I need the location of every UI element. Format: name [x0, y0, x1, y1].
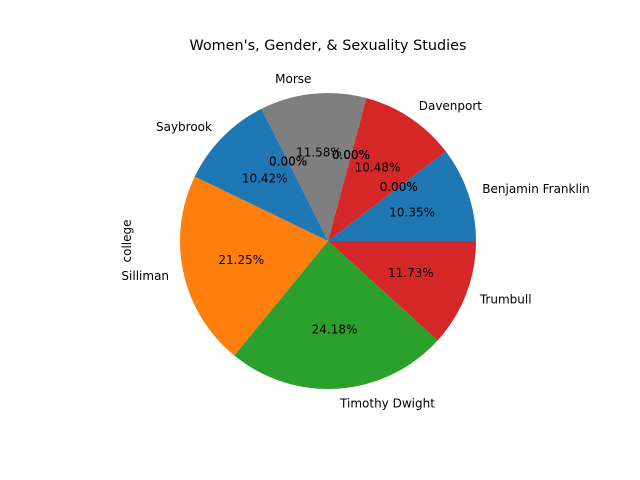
- pct-label-slice-4: 0.00%: [332, 148, 370, 162]
- pie-labels: 10.35%Benjamin Franklin0.00%0.00%10.48%D…: [121, 72, 589, 410]
- category-label-saybrook: Saybrook: [156, 120, 212, 134]
- pct-label-slice-2: 0.00%: [380, 180, 418, 194]
- pct-label-benjamin-franklin: 10.35%: [389, 206, 435, 220]
- pct-label-silliman: 21.25%: [218, 253, 264, 267]
- pie-slice-silliman: [180, 176, 328, 356]
- pie-slice-morse: [261, 93, 367, 241]
- pie-slice-davenport: [328, 98, 446, 241]
- pct-label-slice-1: 0.00%: [380, 180, 418, 194]
- pie-slice-benjamin-franklin: [328, 151, 476, 241]
- chart-title: Women's, Gender, & Sexuality Studies: [189, 38, 466, 54]
- pct-label-saybrook: 10.42%: [242, 172, 288, 186]
- pct-label-davenport: 10.48%: [355, 160, 401, 174]
- pie-slice-trumbull: [328, 241, 476, 341]
- pie-slice-saybrook: [194, 108, 328, 241]
- category-label-timothy-dwight: Timothy Dwight: [339, 396, 435, 410]
- category-label-silliman: Silliman: [121, 269, 169, 283]
- y-axis-label: college: [120, 220, 134, 263]
- pct-label-slice-9: 0.00%: [269, 155, 307, 169]
- category-label-trumbull: Trumbull: [479, 293, 532, 307]
- pct-label-slice-6: 0.00%: [332, 148, 370, 162]
- pie-slices: [180, 93, 476, 389]
- pct-label-trumbull: 11.73%: [388, 266, 434, 280]
- pct-label-slice-5: 0.00%: [332, 148, 370, 162]
- pie-slice-timothy-dwight: [234, 241, 438, 389]
- category-label-morse: Morse: [275, 72, 311, 86]
- pct-label-slice-8: 0.00%: [269, 155, 307, 169]
- pct-label-timothy-dwight: 24.18%: [312, 323, 358, 337]
- category-label-davenport: Davenport: [419, 99, 483, 113]
- pct-label-morse: 11.58%: [296, 146, 342, 160]
- category-label-benjamin-franklin: Benjamin Franklin: [482, 182, 590, 196]
